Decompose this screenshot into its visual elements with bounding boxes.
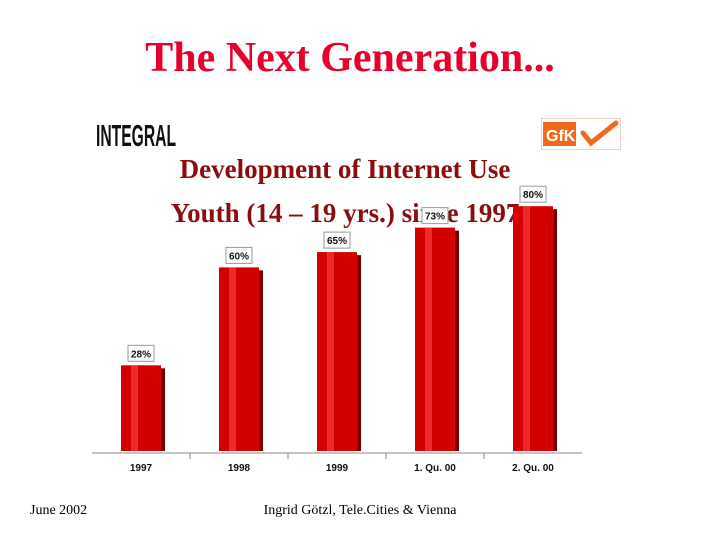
data-label-box [127,344,155,362]
bar-highlight [425,227,432,451]
gfk-logo: GfK [541,118,621,150]
bar [121,365,161,451]
integral-logo-text: INTEGRAL [96,118,176,153]
x-tick-label: 1997 [130,463,153,474]
chart-subtitle-line1: Development of Internet Use [179,154,511,184]
integral-logo: INTEGRAL [96,118,176,153]
bar [513,206,553,451]
x-tick-label: 1. Qu. 00 [414,463,456,474]
data-label: 80% [523,190,543,201]
x-tick-label: 1999 [326,463,349,474]
chart-subtitle-line2: Youth (14 – 19 yrs.) since 1997 [170,198,520,228]
data-label: 65% [327,236,347,247]
bar-highlight [229,267,236,451]
bar [415,227,455,451]
data-label: 73% [425,212,445,223]
data-label-box [323,231,351,249]
bar [317,252,357,451]
data-label-box [225,246,253,264]
data-label: 60% [229,251,249,262]
bar [219,267,259,451]
footer-date: June 2002 [30,503,88,518]
data-label-box [519,185,547,203]
bar-highlight [523,206,530,451]
x-tick-label: 1998 [228,463,251,474]
data-label-box [421,207,449,225]
gfk-logo-text: GfK [546,128,576,145]
bar-highlight [131,365,138,451]
data-label: 28% [131,349,151,360]
footer-author: Ingrid Götzl, Tele.Cities & Vienna [263,503,457,518]
bar-highlight [327,252,334,451]
slide-title: The Next Generation... [145,35,555,81]
x-tick-label: 2. Qu. 00 [512,463,554,474]
